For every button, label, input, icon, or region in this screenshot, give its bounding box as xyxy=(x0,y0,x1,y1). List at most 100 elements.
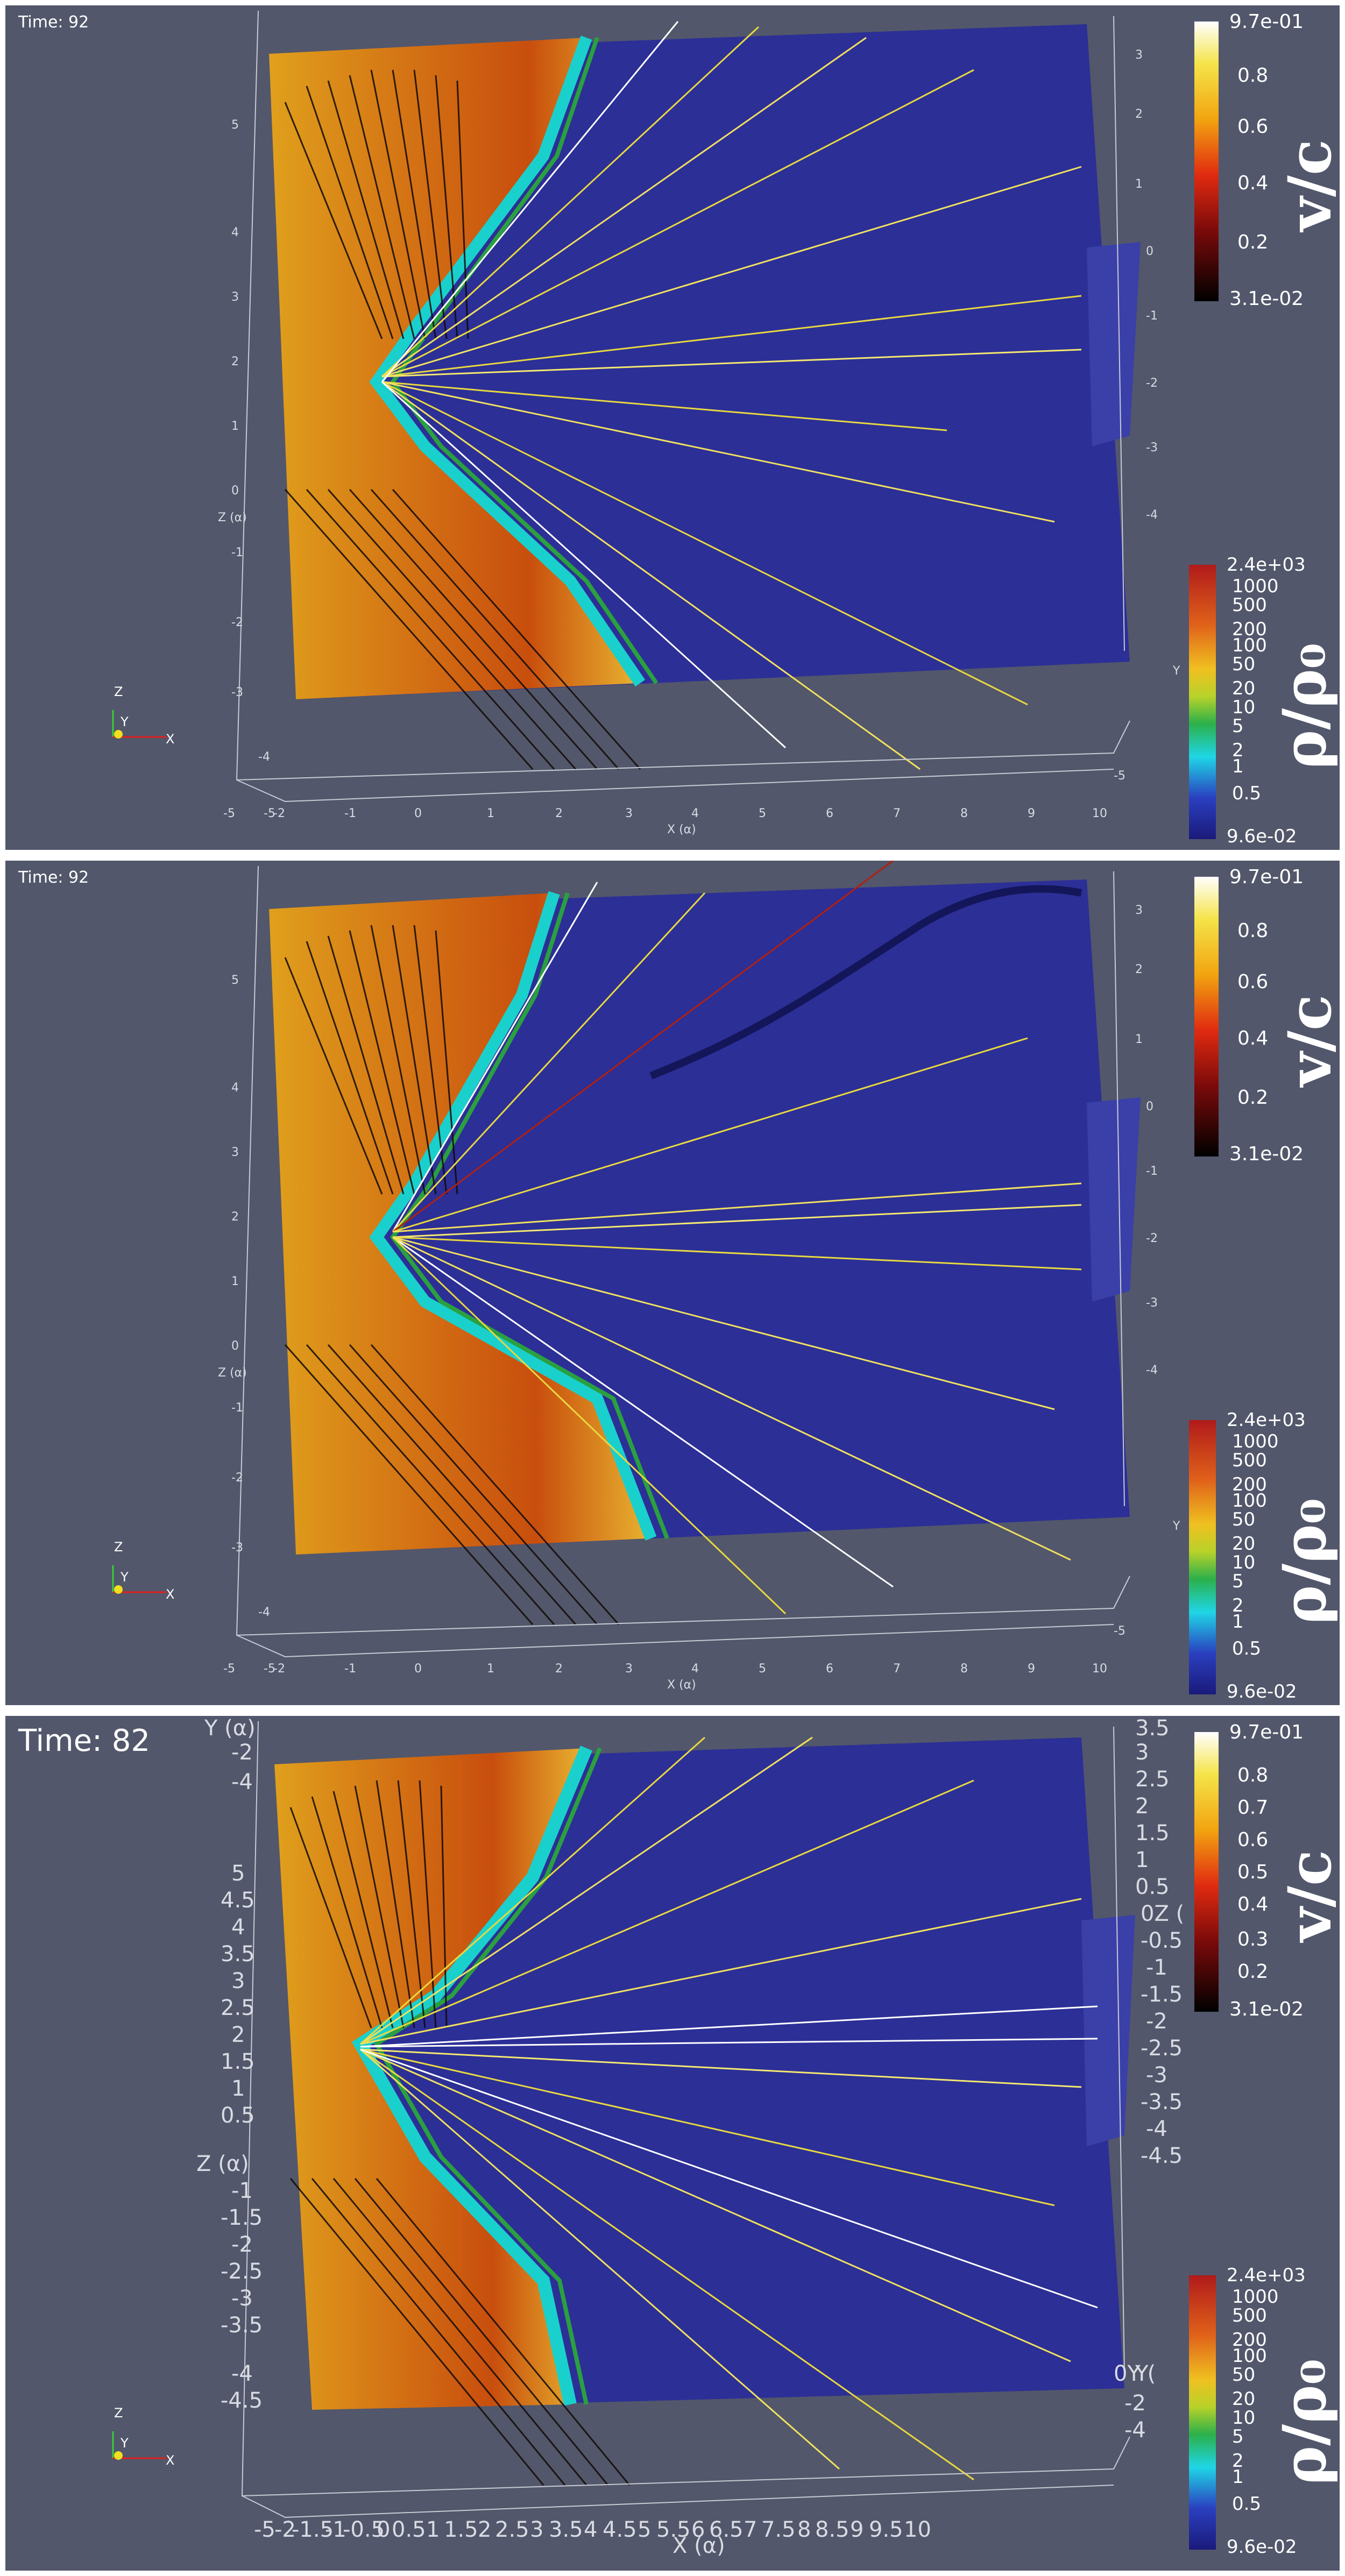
y-axis-tick: 0 xyxy=(1146,1100,1153,1113)
y-axis-tick: -2 xyxy=(1146,1232,1158,1245)
z-axis-tick: 5 xyxy=(231,1861,245,1886)
x-axis-tick: 3 xyxy=(625,1662,633,1676)
y-axis-tick: 1.5 xyxy=(1135,1821,1170,1846)
velocity-tick: 0.8 xyxy=(1237,1764,1269,1786)
x-axis-tick: 0.5 xyxy=(392,2517,426,2542)
x-axis-tick: 4 xyxy=(584,2517,598,2542)
x-axis-tick: 7 xyxy=(893,807,901,820)
velocity-tick: 0.7 xyxy=(1237,1797,1269,1819)
density-tick: 5 xyxy=(1232,2426,1244,2447)
velocity-tick: 0.4 xyxy=(1237,172,1269,194)
bounding-box xyxy=(241,1721,1130,2518)
density-tick: 200 xyxy=(1232,2329,1267,2351)
y-axis-tick: -0.5 xyxy=(1141,1928,1183,1953)
x-axis-tick: -2 xyxy=(273,1662,285,1676)
y-axis-tick: -5 xyxy=(1114,769,1125,783)
y-axis-tick: -4 xyxy=(1146,1364,1158,1377)
density-tick: 2.4e+03 xyxy=(1227,2265,1306,2286)
z-axis-tick: -4 xyxy=(258,1606,270,1619)
z-axis-title: Z (α) xyxy=(218,511,247,524)
z-axis-tick: 5 xyxy=(231,974,239,987)
orientation-axes xyxy=(112,710,167,739)
y-axis-tick: -2 xyxy=(1146,377,1158,390)
z-axis-tick: 1 xyxy=(231,420,239,433)
x-axis-tick: 4.5 xyxy=(603,2517,637,2542)
z-axis-tick: 3 xyxy=(231,1969,245,1993)
density-tick: 20 xyxy=(1232,1533,1256,1555)
density-tick: 2.4e+03 xyxy=(1227,554,1306,576)
velocity-colorbar-gradient xyxy=(1194,877,1219,1156)
z-axis-title: Z (α) xyxy=(218,1366,247,1380)
z-axis-tick: -5 xyxy=(223,807,235,820)
x-axis-tick: 0 xyxy=(414,1662,422,1676)
x-axis-tick: 3 xyxy=(530,2517,544,2542)
x-axis-tick: 8 xyxy=(960,1662,968,1676)
y-axis-tick: -4 xyxy=(1124,2418,1146,2443)
x-axis-tick: 5 xyxy=(759,807,766,820)
z-axis-tick: -1 xyxy=(231,1401,243,1415)
x-axis-tick: 9.5 xyxy=(869,2517,903,2542)
z-axis-tick: 3.5 xyxy=(221,1942,255,1967)
y-axis-tick: -3 xyxy=(1146,441,1158,455)
density-tick: 500 xyxy=(1232,1450,1267,1471)
side-slice xyxy=(1087,1097,1141,1302)
density-tick: 9.6e-02 xyxy=(1227,826,1297,847)
x-axis-tick: 4 xyxy=(691,1662,699,1676)
y-axis-title: Y xyxy=(1173,664,1180,678)
velocity-tick: 0.4 xyxy=(1237,1893,1269,1915)
x-axis-tick: 5.5 xyxy=(656,2517,691,2542)
density-tick: 50 xyxy=(1232,654,1256,675)
time-label: Time: 82 xyxy=(18,1723,150,1758)
density-tick: 1 xyxy=(1232,1611,1244,1633)
x-axis-title: X (α) xyxy=(667,1678,696,1692)
orientation-z-label: Z xyxy=(114,684,123,699)
velocity-colorbar-title: v/c xyxy=(1275,1849,1340,1942)
velocity-tick: 0.6 xyxy=(1237,1829,1269,1851)
x-axis-tick: -2 xyxy=(274,2517,296,2542)
density-colorbar-gradient xyxy=(1189,2275,1216,2550)
x-axis-tick: 0 xyxy=(377,2517,391,2542)
density-tick: 200 xyxy=(1232,619,1267,640)
z-axis-tick: -1.5 xyxy=(221,2205,263,2230)
velocity-tick: 0.3 xyxy=(1237,1928,1269,1950)
y-axis-tick: 2.5 xyxy=(1135,1767,1170,1792)
density-tick: 9.6e-02 xyxy=(1227,1681,1297,1702)
upstream-vectors xyxy=(289,1780,631,2486)
density-tick: 0.5 xyxy=(1232,783,1262,804)
z-axis-tick: Y (α) xyxy=(204,1716,256,1741)
z-axis-tick: 1 xyxy=(231,2076,245,2101)
bounding-box xyxy=(236,10,1130,803)
density-tick: 20 xyxy=(1232,2388,1256,2410)
z-axis-tick: -2 xyxy=(231,616,243,629)
y-axis-tick: -3 xyxy=(1146,1296,1158,1310)
x-axis-tick: 1 xyxy=(487,807,494,820)
density-tick: 0.5 xyxy=(1232,1638,1262,1659)
velocity-tick: 0.2 xyxy=(1237,1961,1269,1983)
x-axis-tick: 9 xyxy=(850,2517,864,2542)
density-colorbar-title: ρ/ρ₀ xyxy=(1270,1498,1339,1624)
y-axis-tick: 2 xyxy=(1135,963,1143,976)
z-axis-tick: 5 xyxy=(231,118,239,132)
x-axis-tick: 8.5 xyxy=(815,2517,850,2542)
velocity-tick: 0.4 xyxy=(1237,1027,1269,1049)
orientation-x-label: X xyxy=(166,732,175,747)
velocity-colorbar-title: v/c xyxy=(1275,139,1340,231)
x-axis-tick: 6 xyxy=(691,2517,705,2542)
orientation-y-label: Y xyxy=(121,2436,129,2451)
upstream-region xyxy=(269,38,640,699)
x-axis-tick: 7 xyxy=(744,2517,758,2542)
x-axis-tick: 2 xyxy=(478,2517,492,2542)
x-axis-tick: 2 xyxy=(555,1662,563,1676)
time-label: Time: 92 xyxy=(18,13,89,32)
shock-front xyxy=(369,891,657,1541)
x-axis-tick: -2 xyxy=(273,807,285,820)
time-label: Time: 92 xyxy=(18,868,89,887)
density-tick: 1 xyxy=(1232,2466,1244,2488)
y-axis-tick: 3 xyxy=(1135,48,1143,62)
density-tick: 0.5 xyxy=(1232,2493,1262,2515)
y-axis-tick: -1 xyxy=(1146,309,1158,323)
density-tick: 1 xyxy=(1232,756,1244,777)
z-axis-tick: -4.5 xyxy=(221,2388,263,2413)
streamlines xyxy=(392,861,1082,1615)
z-axis-tick: -2.5 xyxy=(221,2259,263,2284)
